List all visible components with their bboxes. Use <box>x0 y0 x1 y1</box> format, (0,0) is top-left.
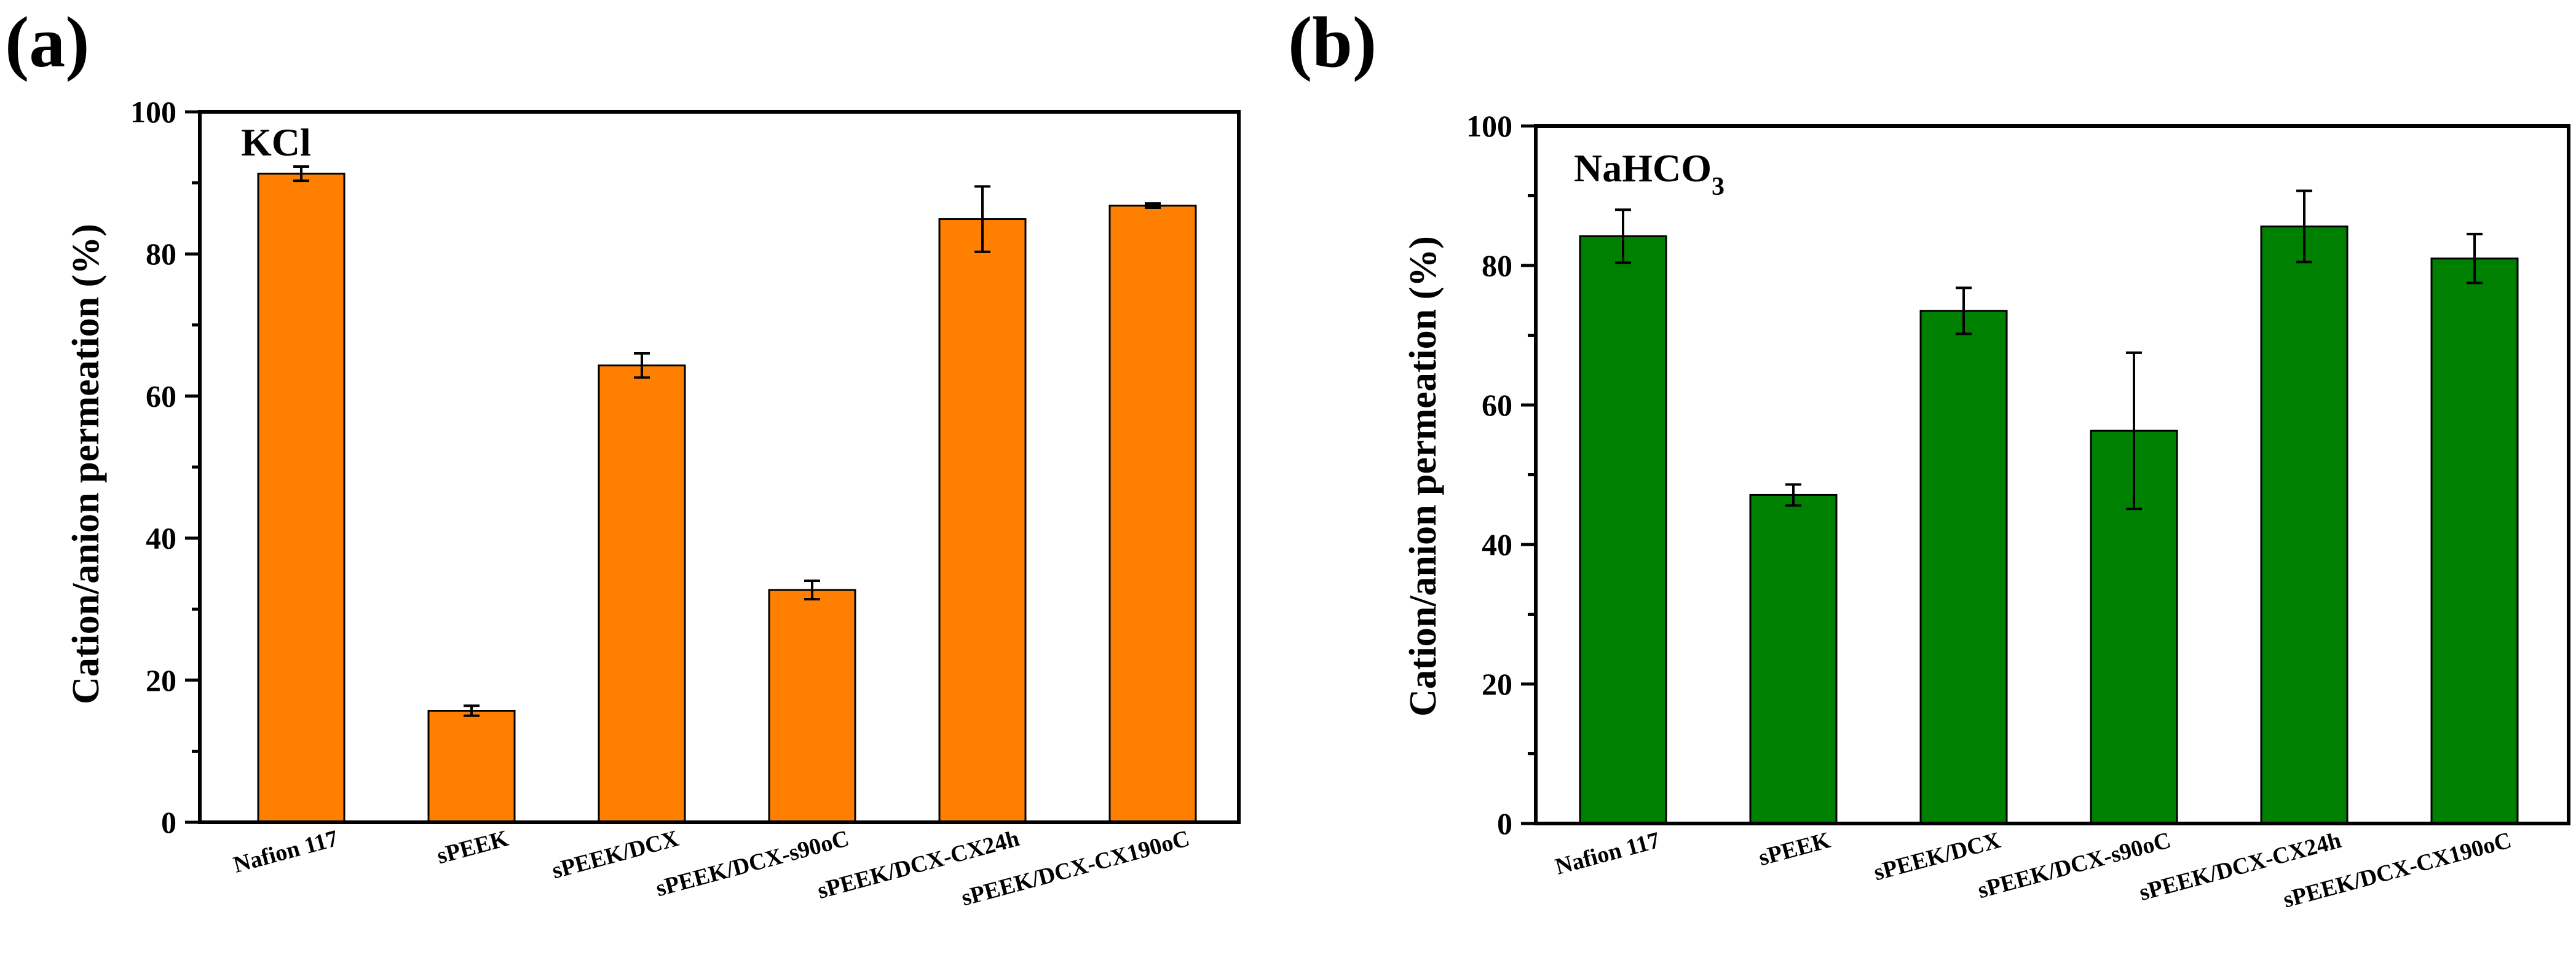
panel-b-bar-0 <box>1579 235 1667 825</box>
panel-b-y-tick-label-0: 0 <box>1497 806 1512 841</box>
panel-a-error-bar-2 <box>634 352 650 379</box>
panel-b-category-label-0: Nafion 117 <box>1552 827 1662 880</box>
panel-a-error-bar-0 <box>293 165 309 183</box>
panel-a-plot-frame <box>198 110 1241 824</box>
panel-b-series-label-main: NaHCO <box>1574 146 1712 190</box>
panel-b-y-tick-label-4: 80 <box>1482 248 1512 283</box>
panel-b-category-label-1: sPEEK <box>1756 827 1833 871</box>
panel-a-y-tick-label-4: 80 <box>146 237 176 271</box>
panel-a-y-tick-label-0: 0 <box>161 805 176 839</box>
panel-a-y-tick-label-3: 60 <box>146 379 176 413</box>
panel-b-label: (b) <box>1288 2 1377 82</box>
panel-b-error-bar-2 <box>1956 286 1972 336</box>
panel-a-category-label-1: sPEEK <box>434 825 512 869</box>
panel-b-y-tick-label-2: 40 <box>1482 527 1512 562</box>
panel-a-bar-2 <box>598 364 686 824</box>
panel-b-y-axis-title: Cation/anion permeation (%) <box>1402 236 1444 717</box>
panel-b-y-tick-label-5: 100 <box>1466 109 1512 143</box>
panel-a-y-tick-label-2: 40 <box>146 521 176 556</box>
panel-a-error-bar-3 <box>804 579 820 601</box>
panel-b-error-bar-4 <box>2296 189 2312 264</box>
panel-a-label: (a) <box>5 2 90 82</box>
panel-a-series-label: KCl <box>241 120 311 164</box>
panel-b-bar-2 <box>1919 310 2008 825</box>
panel-a-y-tick-label-1: 20 <box>146 663 176 698</box>
panel-a: (a) Cation/anion permeation (%) KCl Nafi… <box>5 2 1241 911</box>
panel-a-bar-1 <box>427 710 516 824</box>
panel-a-error-bar-5 <box>1145 202 1161 210</box>
panel-a-error-bar-4 <box>974 185 990 253</box>
panel-a-bar-4 <box>938 218 1027 824</box>
panel-b-error-bar-5 <box>2467 232 2483 285</box>
panel-b-error-bar-3 <box>2126 351 2142 511</box>
panel-b-series-label: NaHCO3 <box>1574 146 1725 201</box>
panel-b-plot-frame <box>1534 124 2570 825</box>
panel-b-error-bar-0 <box>1615 208 1631 264</box>
panel-b-y-tick-label-3: 60 <box>1482 388 1512 422</box>
panel-b-bar-1 <box>1749 493 1838 825</box>
panel-b-bar-4 <box>2260 225 2349 825</box>
panel-b-series-label-subscript: 3 <box>1712 173 1725 201</box>
panel-b-error-bar-1 <box>1785 483 1801 507</box>
panel-a-category-label-0: Nafion 117 <box>231 825 341 878</box>
panel-a-bar-5 <box>1108 205 1197 824</box>
panel-a-error-bar-1 <box>464 704 480 717</box>
panel-a-bar-3 <box>768 589 856 824</box>
panel-a-bar-0 <box>257 173 346 824</box>
panel-b: (b) Cation/anion permeation (%) NaHCO3 N… <box>1288 2 2570 913</box>
panel-a-y-axis-title: Cation/anion permeation (%) <box>65 224 107 704</box>
panel-b-y-tick-label-1: 20 <box>1482 667 1512 701</box>
panel-a-y-tick-label-5: 100 <box>130 95 176 129</box>
panel-b-bar-5 <box>2430 257 2519 825</box>
